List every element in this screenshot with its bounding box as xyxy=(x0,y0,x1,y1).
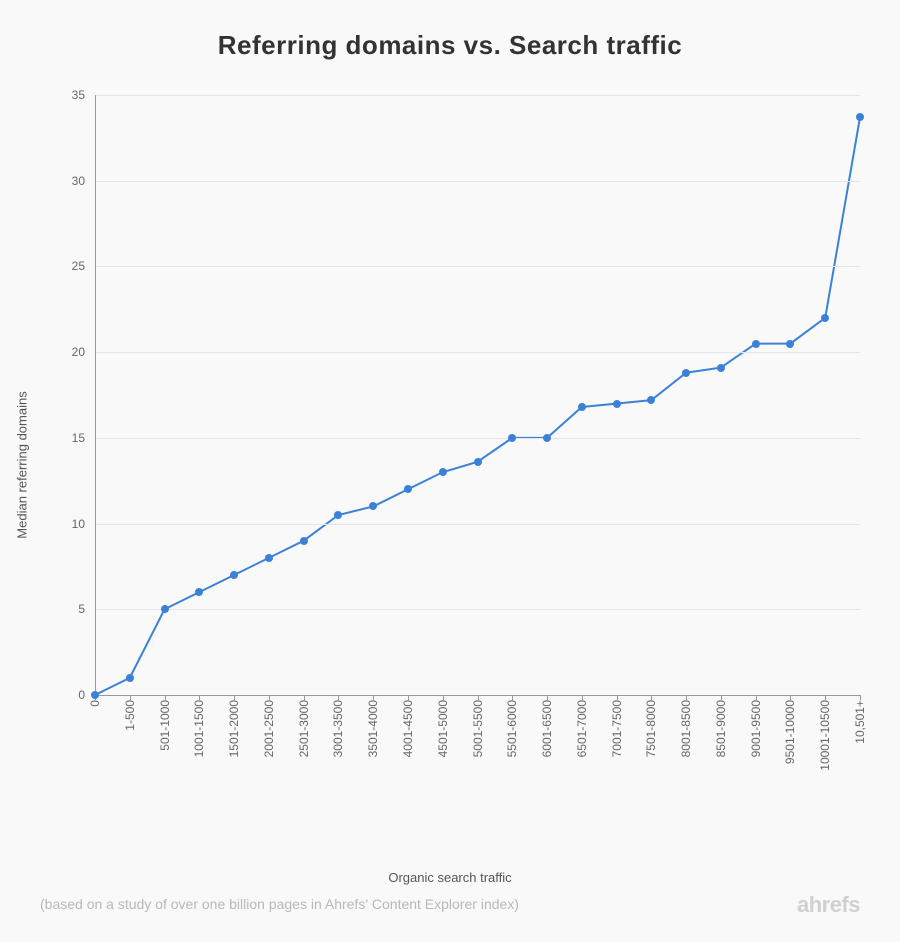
y-tick: 15 xyxy=(55,431,85,445)
x-tick-mark xyxy=(199,695,200,700)
x-tick: 6501-7000 xyxy=(575,700,589,757)
y-axis-line xyxy=(95,95,96,695)
gridline xyxy=(95,352,860,353)
data-point xyxy=(265,554,273,562)
x-tick: 8501-9000 xyxy=(714,700,728,757)
x-tick-mark xyxy=(756,695,757,700)
data-point xyxy=(161,605,169,613)
line-svg xyxy=(95,95,860,695)
x-tick: 9501-10000 xyxy=(783,700,797,764)
gridline xyxy=(95,524,860,525)
footer-note: (based on a study of over one billion pa… xyxy=(40,896,519,912)
x-tick: 4001-4500 xyxy=(401,700,415,757)
x-tick: 9001-9500 xyxy=(749,700,763,757)
data-point xyxy=(682,369,690,377)
data-point xyxy=(543,434,551,442)
data-point xyxy=(91,691,99,699)
x-tick: 10001-10500 xyxy=(818,700,832,771)
x-tick: 501-1000 xyxy=(158,700,172,751)
data-point xyxy=(717,364,725,372)
x-tick: 10,501+ xyxy=(853,700,867,744)
x-tick: 4501-5000 xyxy=(436,700,450,757)
data-point xyxy=(613,400,621,408)
y-tick: 25 xyxy=(55,259,85,273)
gridline xyxy=(95,181,860,182)
x-tick-mark xyxy=(338,695,339,700)
x-tick: 6001-6500 xyxy=(540,700,554,757)
data-point xyxy=(126,674,134,682)
y-tick: 0 xyxy=(55,688,85,702)
x-tick-mark xyxy=(825,695,826,700)
x-tick-mark xyxy=(617,695,618,700)
x-tick: 8001-8500 xyxy=(679,700,693,757)
data-point xyxy=(369,502,377,510)
y-tick: 35 xyxy=(55,88,85,102)
chart-wrap: Median referring domains 051015202530350… xyxy=(40,95,860,835)
data-point xyxy=(230,571,238,579)
gridline xyxy=(95,95,860,96)
data-point xyxy=(439,468,447,476)
x-tick: 1-500 xyxy=(123,700,137,731)
data-point xyxy=(752,340,760,348)
x-tick: 0 xyxy=(88,700,102,707)
x-tick: 7501-8000 xyxy=(644,700,658,757)
data-point xyxy=(300,537,308,545)
plot-area: 0510152025303501-500501-10001001-1500150… xyxy=(95,95,860,695)
x-tick-mark xyxy=(304,695,305,700)
data-point xyxy=(195,588,203,596)
x-tick-mark xyxy=(408,695,409,700)
data-point xyxy=(578,403,586,411)
x-tick: 2501-3000 xyxy=(297,700,311,757)
x-tick-mark xyxy=(373,695,374,700)
data-point xyxy=(334,511,342,519)
x-tick-mark xyxy=(651,695,652,700)
y-tick: 20 xyxy=(55,345,85,359)
data-point xyxy=(474,458,482,466)
x-tick-mark xyxy=(721,695,722,700)
data-point xyxy=(647,396,655,404)
x-tick-mark xyxy=(790,695,791,700)
data-point xyxy=(404,485,412,493)
data-point xyxy=(786,340,794,348)
x-tick-mark xyxy=(478,695,479,700)
x-tick: 1001-1500 xyxy=(192,700,206,757)
gridline xyxy=(95,266,860,267)
x-tick-mark xyxy=(686,695,687,700)
y-axis-label: Median referring domains xyxy=(15,391,30,538)
data-point xyxy=(821,314,829,322)
y-tick: 30 xyxy=(55,174,85,188)
x-tick-mark xyxy=(269,695,270,700)
x-axis-label: Organic search traffic xyxy=(40,870,860,885)
x-tick-mark xyxy=(443,695,444,700)
x-tick-mark xyxy=(582,695,583,700)
data-point xyxy=(856,113,864,121)
gridline xyxy=(95,609,860,610)
x-tick: 3001-3500 xyxy=(331,700,345,757)
chart-title: Referring domains vs. Search traffic xyxy=(0,30,900,61)
x-tick: 3501-4000 xyxy=(366,700,380,757)
chart-container: Referring domains vs. Search traffic Med… xyxy=(0,0,900,942)
x-tick-mark xyxy=(130,695,131,700)
x-tick: 1501-2000 xyxy=(227,700,241,757)
y-tick: 10 xyxy=(55,517,85,531)
x-tick-mark xyxy=(547,695,548,700)
data-point xyxy=(508,434,516,442)
gridline xyxy=(95,438,860,439)
x-tick-mark xyxy=(860,695,861,700)
x-tick-mark xyxy=(512,695,513,700)
brand-logo: ahrefs xyxy=(797,892,860,918)
x-tick-mark xyxy=(234,695,235,700)
y-tick: 5 xyxy=(55,602,85,616)
x-tick: 7001-7500 xyxy=(610,700,624,757)
x-tick: 5001-5500 xyxy=(471,700,485,757)
x-tick-mark xyxy=(165,695,166,700)
x-tick: 5501-6000 xyxy=(505,700,519,757)
x-tick: 2001-2500 xyxy=(262,700,276,757)
